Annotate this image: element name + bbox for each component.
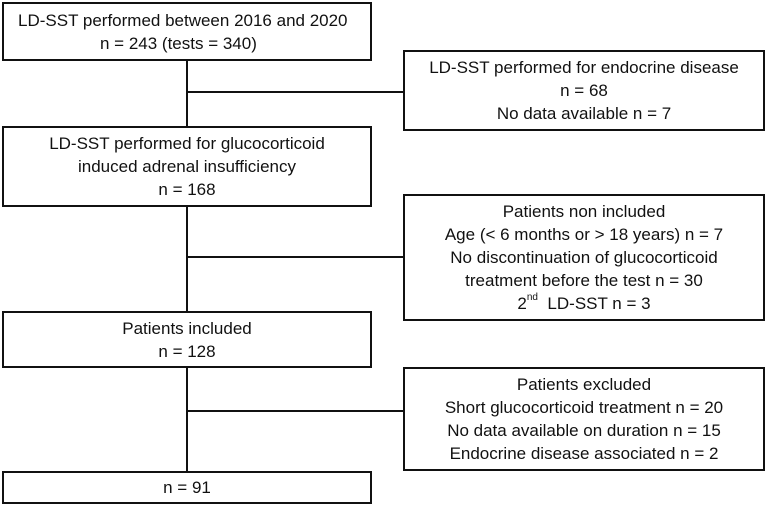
box-endocrine-count: n = 68: [560, 81, 608, 100]
box-endocrine-disease: LD-SST performed for endocrine disease n…: [403, 50, 765, 131]
box-start-title: LD-SST performed between 2016 and 2020: [18, 10, 348, 30]
box-patients-excluded: Patients excluded Short glucocorticoid t…: [403, 367, 765, 471]
box-excluded-short-treatment: Short glucocorticoid treatment n = 20: [444, 398, 724, 417]
box-non-included-age: Age (< 6 months or > 18 years) n = 7: [444, 225, 724, 244]
second-test-rest: LD-SST n = 3: [537, 294, 651, 313]
branch-endocrine-line: [186, 91, 404, 93]
box-patients-non-included: Patients non included Age (< 6 months or…: [403, 194, 765, 321]
box-non-included-treatment: treatment before the test n = 30: [465, 271, 703, 290]
main-trunk-line: [186, 60, 188, 472]
box-non-included-discontinuation: No discontinuation of glucocorticoid: [450, 248, 718, 267]
second-test-number: 2: [517, 294, 527, 313]
branch-excluded-line: [186, 410, 404, 412]
box-excluded-title: Patients excluded: [516, 375, 652, 394]
box-final-count: n = 91: [2, 471, 372, 504]
box-excluded-endocrine: Endocrine disease associated n = 2: [449, 444, 719, 463]
second-test-ordinal: nd: [526, 292, 538, 304]
box-final-text: n = 91: [163, 478, 211, 497]
box-endocrine-title: LD-SST performed for endocrine disease: [429, 58, 739, 77]
box-non-included-second-test: 2nd LD-SST n = 3: [517, 292, 650, 315]
box-gc-line2: induced adrenal insufficiency: [78, 157, 296, 176]
box-gc-line1: LD-SST performed for glucocorticoid: [49, 134, 325, 153]
box-included-count: n = 128: [158, 341, 216, 361]
branch-non-included-line: [186, 256, 404, 258]
box-included-title: Patients included: [122, 318, 252, 338]
box-excluded-no-duration: No data available on duration n = 15: [447, 421, 721, 440]
box-start-count: n = 243 (tests = 340): [100, 33, 257, 53]
box-gc-count: n = 168: [158, 180, 216, 199]
box-ldsst-2016-2020: LD-SST performed between 2016 and 2020 n…: [2, 2, 372, 61]
box-endocrine-nodata: No data available n = 7: [496, 104, 672, 123]
box-glucocorticoid-induced: LD-SST performed for glucocorticoid indu…: [2, 126, 372, 207]
box-patients-included: Patients included n = 128: [2, 311, 372, 368]
box-non-included-title: Patients non included: [502, 202, 666, 221]
